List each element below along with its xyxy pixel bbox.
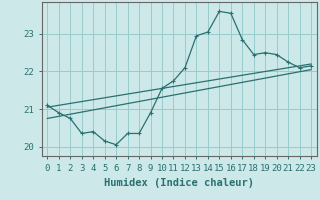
X-axis label: Humidex (Indice chaleur): Humidex (Indice chaleur) — [104, 178, 254, 188]
